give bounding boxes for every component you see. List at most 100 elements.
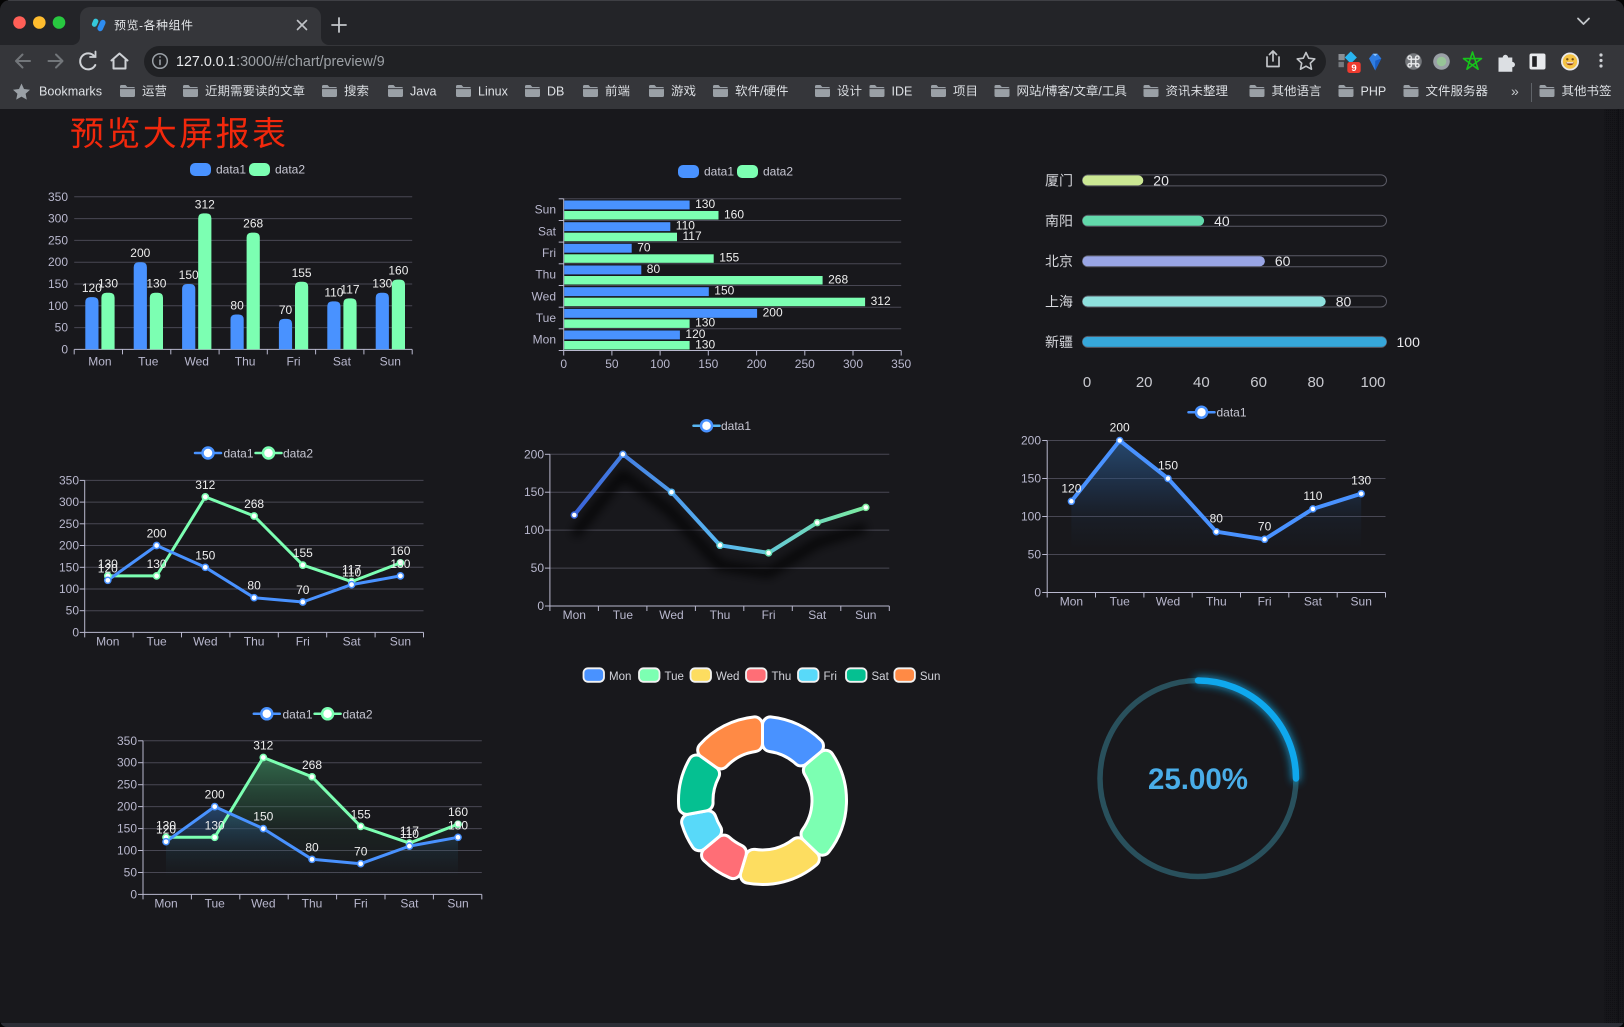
svg-text:130: 130 [695,197,715,211]
svg-text:200: 200 [747,357,767,371]
svg-text:Sun: Sun [390,635,411,649]
svg-text:130: 130 [147,557,167,571]
svg-text:Wed: Wed [659,608,683,622]
svg-text:Java: Java [410,84,436,98]
svg-text:9: 9 [1351,63,1356,74]
svg-text:300: 300 [117,756,137,770]
svg-text:Fri: Fri [296,635,310,649]
svg-text:60: 60 [1250,374,1267,391]
svg-text:200: 200 [205,788,225,802]
svg-text:Sun: Sun [535,203,556,217]
svg-text:100: 100 [59,582,79,596]
svg-text:350: 350 [891,357,911,371]
svg-text:Tue: Tue [1110,595,1131,609]
svg-text:70: 70 [1258,519,1272,533]
svg-text:Thu: Thu [535,268,556,282]
svg-text:Sun: Sun [1351,595,1372,609]
svg-text:150: 150 [59,560,79,574]
svg-text:155: 155 [293,546,313,560]
svg-text:120: 120 [685,327,705,341]
svg-text:50: 50 [1028,548,1042,562]
svg-text:200: 200 [117,800,137,814]
svg-text:200: 200 [524,447,544,461]
svg-text:80: 80 [1336,294,1352,310]
svg-text:Tue: Tue [205,897,226,911]
svg-text:Wed: Wed [1156,595,1180,609]
svg-text:Mon: Mon [96,635,119,649]
svg-text:data1: data1 [1217,406,1247,420]
svg-text:Mon: Mon [533,333,556,347]
svg-text:250: 250 [795,357,815,371]
svg-text:0: 0 [130,887,137,901]
svg-text:100: 100 [650,357,670,371]
svg-text:300: 300 [48,212,68,226]
svg-text:100: 100 [1397,334,1421,350]
svg-text:DB: DB [547,84,564,98]
svg-text:268: 268 [243,217,263,231]
svg-text:/: / [760,84,764,98]
svg-text:Tue: Tue [146,635,167,649]
svg-text:312: 312 [195,478,215,492]
svg-text:Mon: Mon [1060,595,1083,609]
svg-text:200: 200 [1110,421,1130,435]
svg-text:/: / [1098,84,1102,98]
svg-text:100: 100 [524,523,544,537]
svg-text:data2: data2 [343,707,373,721]
svg-text:110: 110 [400,827,419,841]
svg-text:200: 200 [763,305,783,319]
svg-text:80: 80 [305,840,319,854]
svg-text:Wed: Wed [532,289,556,303]
svg-text:117: 117 [340,282,359,296]
svg-text:300: 300 [843,357,863,371]
svg-text:0: 0 [537,599,544,613]
svg-text:250: 250 [117,778,137,792]
svg-text:data1: data1 [216,163,246,177]
svg-text:data1: data1 [721,419,751,433]
svg-text:data2: data2 [275,163,305,177]
svg-text:Fri: Fri [542,246,556,260]
svg-text:/: / [1070,84,1074,98]
svg-text:20: 20 [1136,374,1153,391]
svg-text:70: 70 [637,240,651,254]
svg-text:Thu: Thu [302,897,323,911]
svg-text:data2: data2 [763,165,793,179]
svg-text:50: 50 [55,321,69,335]
svg-text:130: 130 [98,277,118,291]
svg-text:150: 150 [195,548,215,562]
svg-text:50: 50 [605,357,619,371]
svg-text:0: 0 [61,342,68,356]
svg-text:0: 0 [560,357,567,371]
svg-text:Wed: Wed [251,897,275,911]
svg-text:Bookmarks: Bookmarks [39,84,102,98]
svg-text:Wed: Wed [193,635,217,649]
svg-text:130: 130 [372,277,392,291]
svg-text:130: 130 [448,818,468,832]
svg-text:200: 200 [130,246,150,260]
svg-text:Thu: Thu [710,608,731,622]
svg-text:130: 130 [156,818,176,832]
svg-text:Thu: Thu [244,635,265,649]
svg-text:50: 50 [124,866,138,880]
svg-text:Tue: Tue [536,311,557,325]
svg-text:Sun: Sun [920,671,940,683]
svg-text:350: 350 [48,190,68,204]
svg-text:50: 50 [531,561,545,575]
svg-text:150: 150 [1158,459,1178,473]
svg-text:130: 130 [205,818,225,832]
svg-text:110: 110 [342,566,361,580]
svg-text:268: 268 [828,272,848,286]
svg-text:70: 70 [279,303,293,317]
svg-text:Fri: Fri [762,608,776,622]
svg-text:40: 40 [1214,213,1230,229]
svg-text:130: 130 [390,557,410,571]
svg-text:Sat: Sat [1304,595,1323,609]
svg-text:80: 80 [247,579,261,593]
svg-text:130: 130 [98,557,118,571]
svg-text:/: / [1042,84,1046,98]
svg-text:0: 0 [1083,374,1091,391]
svg-text:Mon: Mon [609,671,631,683]
svg-text:110: 110 [1303,489,1322,503]
svg-text:160: 160 [724,207,744,221]
svg-text:0: 0 [1034,586,1041,600]
svg-text:100: 100 [1021,510,1041,524]
